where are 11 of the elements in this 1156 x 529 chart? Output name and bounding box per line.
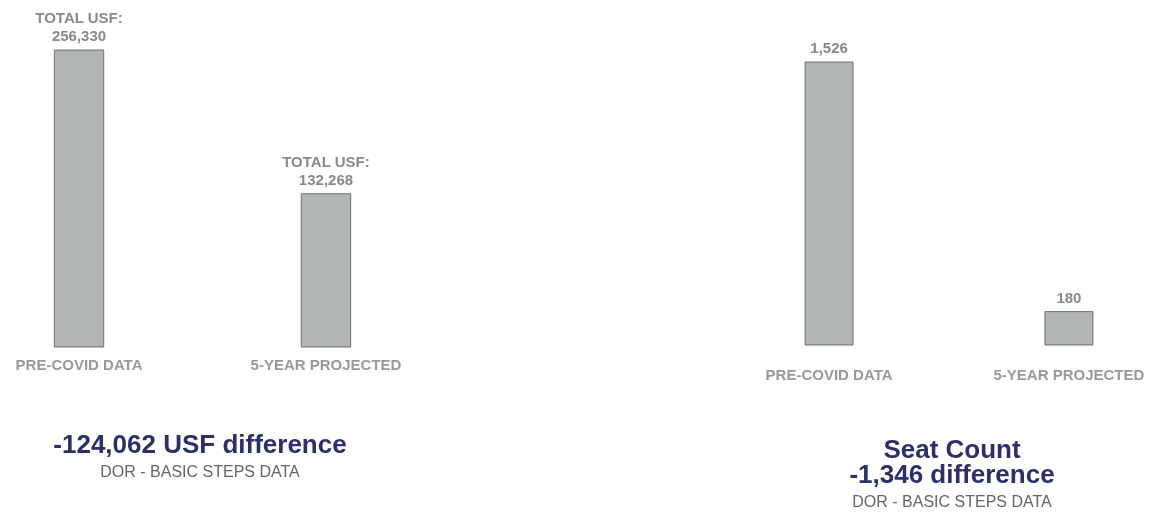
data-label: TOTAL USF: 132,268 [282,152,370,188]
text: DOR - BASIC STEPS DATA [99,463,301,481]
data-label: TOTAL USF: 256,330 [35,9,123,44]
data-label: 180 [1056,288,1082,306]
text: -124,062 USF difference [52,429,348,459]
x-tick-label: PRE-COVID DATA [15,355,143,373]
data-label: 1,526 [810,39,848,56]
x-tick-label: PRE-COVID DATA [765,365,893,383]
x-tick-label: 5-YEAR PROJECTED [993,365,1145,383]
x-tick-label: 5-YEAR PROJECTED [250,355,402,373]
text: DOR - BASIC STEPS DATA [851,493,1053,511]
